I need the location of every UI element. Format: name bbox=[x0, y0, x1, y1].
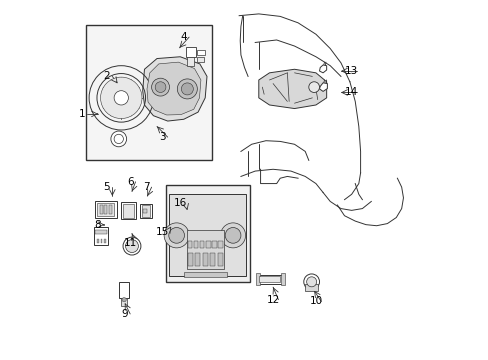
Polygon shape bbox=[142, 57, 206, 121]
Polygon shape bbox=[319, 65, 326, 73]
Bar bbox=[256, 273, 259, 285]
Bar bbox=[218, 242, 223, 248]
Circle shape bbox=[225, 228, 241, 243]
Bar bbox=[203, 253, 207, 266]
Circle shape bbox=[123, 237, 141, 255]
Circle shape bbox=[101, 77, 142, 118]
Bar bbox=[257, 275, 282, 284]
Circle shape bbox=[155, 82, 165, 93]
Text: 5: 5 bbox=[103, 182, 110, 192]
Text: 8: 8 bbox=[94, 220, 101, 230]
Bar bbox=[195, 253, 200, 266]
Bar bbox=[186, 230, 224, 269]
Bar bbox=[95, 230, 107, 234]
Bar bbox=[200, 242, 204, 248]
Circle shape bbox=[303, 274, 319, 290]
Bar bbox=[142, 205, 150, 217]
Bar bbox=[101, 239, 102, 243]
Bar bbox=[210, 253, 215, 266]
Bar bbox=[212, 242, 217, 248]
Bar bbox=[187, 242, 192, 248]
Bar bbox=[100, 205, 103, 213]
Bar bbox=[193, 242, 198, 248]
Bar bbox=[205, 242, 210, 248]
Bar bbox=[119, 282, 129, 298]
Circle shape bbox=[168, 228, 184, 243]
Circle shape bbox=[151, 78, 169, 96]
Circle shape bbox=[111, 131, 126, 147]
Bar bbox=[97, 203, 114, 216]
Text: 4: 4 bbox=[180, 32, 187, 42]
Bar bbox=[108, 205, 111, 213]
Text: 6: 6 bbox=[126, 177, 133, 187]
Bar bbox=[85, 24, 212, 160]
Bar bbox=[217, 253, 222, 266]
Text: 10: 10 bbox=[309, 296, 322, 306]
Text: 7: 7 bbox=[142, 182, 149, 192]
Bar bbox=[185, 47, 196, 57]
Text: 12: 12 bbox=[266, 295, 279, 305]
Bar bbox=[165, 185, 249, 282]
Text: 1: 1 bbox=[79, 109, 85, 119]
Bar bbox=[121, 202, 135, 219]
Bar bbox=[97, 239, 99, 243]
Text: 11: 11 bbox=[123, 238, 137, 248]
Bar bbox=[183, 272, 226, 277]
Circle shape bbox=[308, 82, 319, 93]
Circle shape bbox=[125, 240, 138, 252]
Bar bbox=[281, 273, 284, 285]
Circle shape bbox=[220, 223, 245, 248]
Polygon shape bbox=[319, 83, 326, 91]
Text: 15: 15 bbox=[155, 227, 169, 237]
Bar bbox=[197, 50, 205, 55]
Bar bbox=[94, 227, 108, 245]
Bar bbox=[121, 298, 127, 306]
Bar bbox=[197, 57, 203, 62]
Bar bbox=[140, 204, 151, 218]
Bar bbox=[305, 284, 317, 291]
Circle shape bbox=[306, 277, 316, 287]
Bar bbox=[95, 202, 116, 217]
Bar bbox=[187, 57, 194, 66]
Bar bbox=[122, 204, 134, 217]
Circle shape bbox=[114, 91, 128, 105]
Circle shape bbox=[181, 83, 193, 95]
Text: 2: 2 bbox=[103, 71, 110, 81]
Circle shape bbox=[177, 79, 197, 99]
Text: 9: 9 bbox=[122, 309, 128, 319]
Bar bbox=[103, 239, 105, 243]
Text: 3: 3 bbox=[159, 132, 165, 142]
Bar bbox=[187, 253, 192, 266]
Bar bbox=[258, 276, 280, 282]
Text: 13: 13 bbox=[345, 66, 358, 76]
Polygon shape bbox=[147, 62, 201, 115]
Circle shape bbox=[122, 297, 126, 302]
Text: 16: 16 bbox=[173, 198, 186, 208]
Bar bbox=[143, 209, 147, 213]
Circle shape bbox=[164, 223, 189, 248]
Polygon shape bbox=[258, 69, 326, 109]
Bar bbox=[169, 194, 246, 276]
Text: 14: 14 bbox=[345, 87, 358, 98]
Bar bbox=[104, 205, 107, 213]
